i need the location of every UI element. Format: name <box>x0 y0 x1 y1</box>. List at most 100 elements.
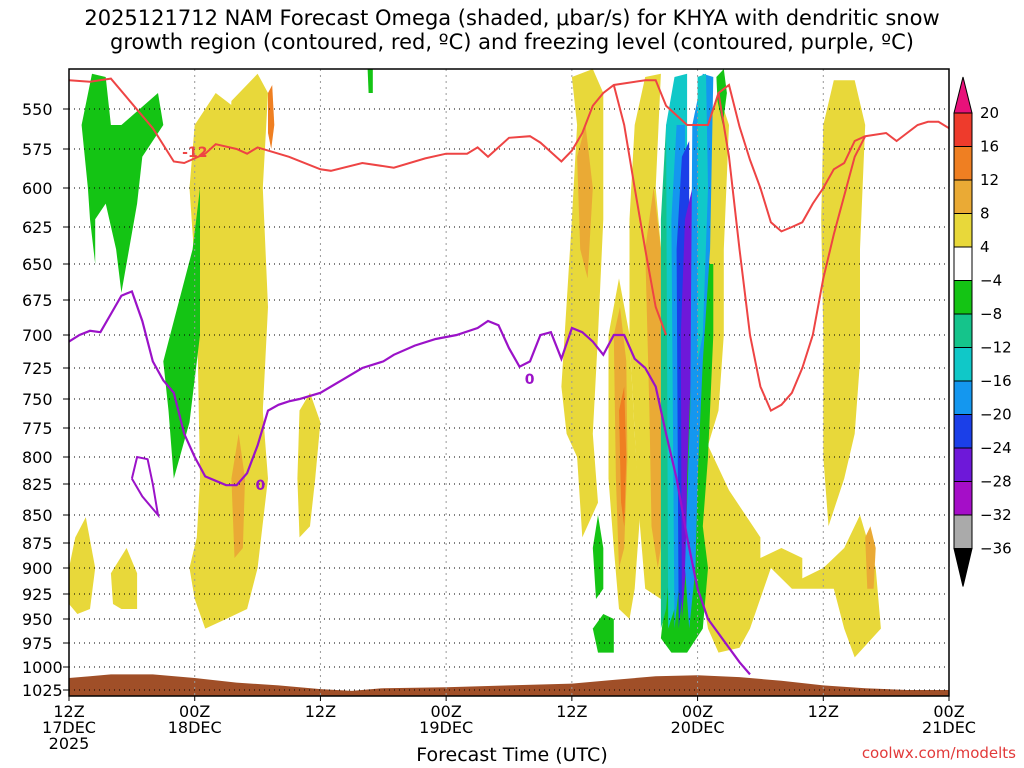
colorbar-swatch <box>953 347 973 382</box>
colorbar-label: −28 <box>980 473 1012 491</box>
colorbar-swatch <box>953 213 973 248</box>
freezing-level-label: 0 <box>525 372 535 388</box>
y-tick-label: 825 <box>22 475 53 494</box>
freezing-level-line <box>68 289 751 676</box>
title-line-2: growth region (contoured, red, ºC) and f… <box>110 30 914 54</box>
omega-shading <box>69 69 881 658</box>
y-tick-label: 950 <box>22 610 53 629</box>
colorbar-label: 12 <box>980 171 999 189</box>
grid-lines <box>69 69 949 696</box>
omega-region <box>716 69 727 125</box>
plot-frame <box>68 68 950 697</box>
x-tick-label: 21DEC <box>922 718 976 737</box>
title-line-1: 2025121712 NAM Forecast Omega (shaded, μ… <box>84 6 940 30</box>
colorbar-swatch <box>953 481 973 516</box>
omega-region <box>645 188 664 568</box>
y-tick-label: 650 <box>22 255 53 274</box>
colorbar-swatch <box>953 246 973 281</box>
omega-region <box>268 85 275 149</box>
x-axis-label: Forecast Time (UTC) <box>416 744 608 766</box>
colorbar-swatch <box>953 313 973 348</box>
colorbar-swatch <box>953 414 973 449</box>
credit-text: coolwx.com/modelts <box>861 744 1016 762</box>
x-tick-label: 2025 <box>49 734 90 753</box>
omega-region <box>697 73 708 362</box>
omega-region <box>226 73 268 589</box>
omega-region <box>163 188 200 479</box>
x-tick-label: 18DEC <box>168 718 222 737</box>
dgz-contour-line <box>612 84 668 336</box>
colorbar-swatch <box>953 447 973 482</box>
colorbar-label: −12 <box>980 339 1012 357</box>
omega-region <box>81 73 164 293</box>
x-tick-label: 12Z <box>53 702 84 721</box>
x-tick-label: 20DEC <box>671 718 725 737</box>
y-tick-label: 875 <box>22 534 53 553</box>
colorbar-label: −20 <box>980 406 1012 424</box>
y-tick-label: 850 <box>22 506 53 525</box>
omega-region <box>821 80 866 527</box>
y-tick-label: 925 <box>22 585 53 604</box>
y-tick-label: 575 <box>22 140 53 159</box>
omega-region <box>592 515 604 599</box>
omega-region <box>577 125 593 279</box>
omega-region <box>561 69 604 538</box>
dgz-contour-line <box>68 77 950 233</box>
omega-region <box>592 614 614 653</box>
y-tick-label: 900 <box>22 559 53 578</box>
colorbar-label: −4 <box>980 272 1002 290</box>
y-axis: 550 575 600 625 650 675 700 725 750 775 800 825 850 8… <box>22 100 69 700</box>
y-tick-label: 975 <box>22 634 53 653</box>
y-tick-label: 725 <box>22 359 53 378</box>
dgz-contour-line <box>717 92 867 413</box>
y-tick-label: 700 <box>22 326 53 345</box>
terrain-fill <box>69 674 949 696</box>
x-tick-label: 19DEC <box>419 718 473 737</box>
colorbar-cap-bottom <box>953 548 973 587</box>
dgz-contour-label: -12 <box>182 145 207 161</box>
colorbar-label: 16 <box>980 138 999 156</box>
chart-title: 2025121712 NAM Forecast Omega (shaded, μ… <box>0 6 1024 54</box>
y-tick-label: 800 <box>22 448 53 467</box>
x-tick-label: 00Z <box>682 702 713 721</box>
y-tick-label: 1025 <box>22 681 63 700</box>
y-tick-label: 550 <box>22 100 53 119</box>
colorbar-label: 20 <box>980 104 999 122</box>
omega-region <box>680 188 693 619</box>
colorbar-label: −32 <box>980 506 1012 524</box>
colorbar: 20 16 12 8 4 −4 −8 −12 −16 −20 −24 −28 −32 −36 <box>953 76 1012 587</box>
y-tick-label: 625 <box>22 218 53 237</box>
colorbar-label: −16 <box>980 372 1012 390</box>
colorbar-swatch <box>953 514 973 549</box>
colorbar-label: 8 <box>980 205 990 223</box>
omega-region <box>297 392 321 538</box>
colorbar-cap-top <box>953 76 973 114</box>
contour-lines: -12 0 0 <box>68 77 950 676</box>
colorbar-label: 4 <box>980 238 990 256</box>
x-tick-label: 12Z <box>556 702 587 721</box>
colorbar-swatch <box>953 179 973 214</box>
y-tick-label: 775 <box>22 419 53 438</box>
colorbar-label: −36 <box>980 540 1012 558</box>
y-tick-label: 750 <box>22 390 53 409</box>
colorbar-swatch <box>953 280 973 315</box>
colorbar-label: −24 <box>980 439 1012 457</box>
omega-region <box>619 386 627 527</box>
omega-region <box>231 433 245 558</box>
omega-region <box>697 445 881 658</box>
colorbar-swatch <box>953 380 973 415</box>
x-tick-label: 00Z <box>933 702 964 721</box>
colorbar-label: −8 <box>980 305 1002 323</box>
omega-region <box>69 517 96 614</box>
y-tick-label: 1000 <box>22 658 63 677</box>
colorbar-swatch <box>953 112 973 147</box>
colorbar-swatch <box>953 146 973 181</box>
x-tick-label: 12Z <box>808 702 839 721</box>
terrain-polygon <box>69 674 949 696</box>
y-tick-label: 675 <box>22 291 53 310</box>
freezing-level-line <box>130 455 160 519</box>
x-tick-label: 00Z <box>430 702 461 721</box>
omega-region <box>367 69 373 93</box>
